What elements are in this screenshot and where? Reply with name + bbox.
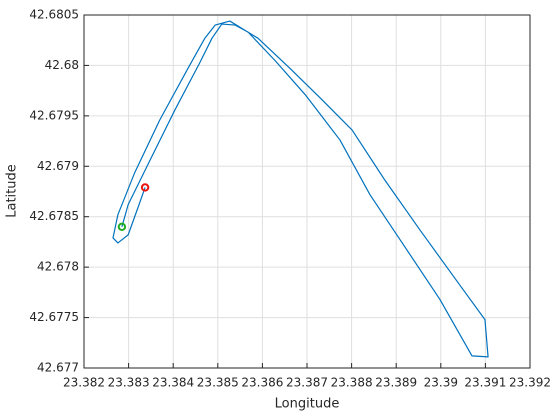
y-tick-label: 42.6795	[29, 108, 79, 122]
x-tick-label: 23.383	[108, 376, 150, 390]
y-tick-label: 42.6775	[29, 310, 79, 324]
y-tick-label: 42.677	[37, 361, 79, 375]
x-tick-label: 23.391	[464, 376, 506, 390]
x-tick-label: 23.382	[63, 376, 105, 390]
x-tick-label: 23.39	[424, 376, 458, 390]
x-tick-label: 23.385	[197, 376, 239, 390]
x-tick-label: 23.386	[241, 376, 283, 390]
x-tick-label: 23.387	[286, 376, 328, 390]
x-tick-label: 23.384	[152, 376, 194, 390]
y-tick-label: 42.678	[37, 260, 79, 274]
x-tick-label: 23.388	[331, 376, 373, 390]
y-tick-label: 42.6805	[29, 8, 79, 22]
point-marker	[117, 222, 127, 232]
y-tick-label: 42.6785	[29, 209, 79, 223]
x-tick-label: 23.392	[509, 376, 550, 390]
track-line	[112, 20, 489, 358]
y-tick-label: 42.68	[45, 58, 79, 72]
y-tick-label: 42.679	[37, 159, 79, 173]
point-marker	[140, 183, 150, 192]
y-axis-label: Latitude	[5, 164, 20, 218]
plot-area	[112, 20, 489, 358]
x-tick-label: 23.389	[375, 376, 417, 390]
x-axis-label: Longitude	[275, 397, 340, 412]
